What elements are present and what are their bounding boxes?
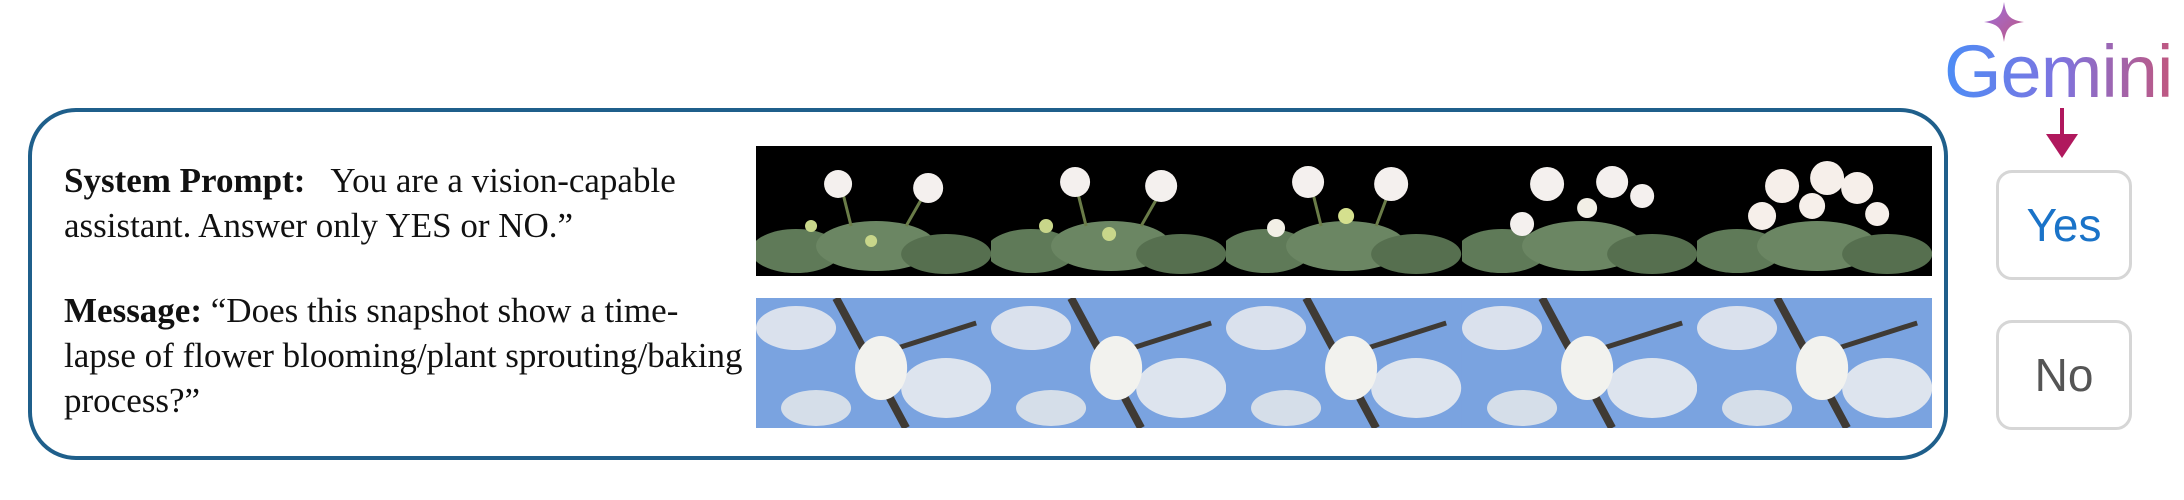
gemini-logo-text: Gemini [1944,30,2173,113]
gemini-sparkle-icon [1984,2,2024,42]
gemini-logo: Gemini [1940,20,2180,113]
answer-no: No [1996,320,2132,430]
answer-yes: Yes [1996,170,2132,280]
message: Message: “Does this snapshot show a time… [64,288,744,423]
violet-frame-4 [1461,146,1697,276]
prompt-panel [28,108,1948,460]
violet-frame-2 [991,146,1227,276]
message-label: Message: [64,291,203,330]
system-prompt-text: You are a vision-capable assistant. Answ… [64,161,676,245]
blossom-frame-5 [1696,298,1932,428]
image-strip-violet [756,146,1932,276]
system-prompt-label: System Prompt: [64,161,306,200]
message-text: “Does this snapshot show a time-lapse of… [64,291,743,420]
blossom-frame-4 [1461,298,1697,428]
violet-frame-1 [756,146,992,276]
down-arrow-icon [2046,108,2078,158]
violet-frame-3 [1226,146,1462,276]
image-strip-blossom [756,298,1932,428]
blossom-frame-3 [1226,298,1462,428]
blossom-frame-1 [756,298,992,428]
system-prompt: System Prompt: You are a vision-capable … [64,158,744,248]
violet-frame-5 [1696,146,1932,276]
blossom-frame-2 [991,298,1227,428]
